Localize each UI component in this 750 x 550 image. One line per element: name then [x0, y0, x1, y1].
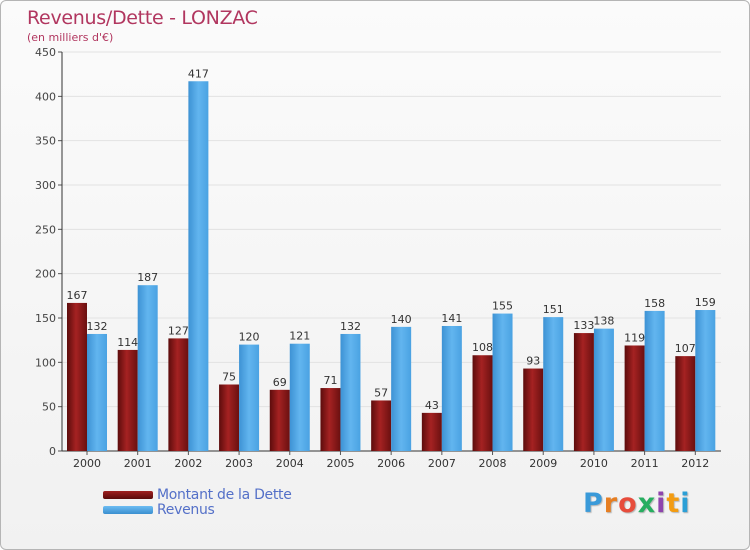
data-label-revenue: 141: [441, 312, 462, 325]
y-tick-label: 400: [35, 90, 56, 103]
bar-debt: [67, 302, 87, 451]
bar-debt: [371, 400, 392, 451]
y-tick-label: 100: [35, 356, 56, 369]
y-tick-label: 50: [42, 401, 56, 414]
data-label-debt: 71: [323, 374, 337, 387]
legend-label-debt: Montant de la Dette: [157, 487, 292, 503]
chart-subtitle: (en milliers d'€): [27, 31, 114, 44]
y-tick-label: 150: [35, 312, 56, 325]
data-label-revenue: 138: [593, 315, 614, 328]
logo-letter: i: [656, 488, 667, 519]
data-label-revenue: 187: [137, 271, 158, 284]
bar-debt: [573, 333, 594, 451]
x-tick-label: 2008: [479, 457, 507, 470]
proxiti-logo: Proxiti: [583, 488, 691, 519]
legend-swatch-revenue: [103, 506, 153, 514]
bar-revenue: [239, 344, 260, 451]
data-label-debt: 69: [273, 376, 287, 389]
data-label-debt: 108: [472, 341, 493, 354]
x-tick-label: 2001: [124, 457, 152, 470]
bar-debt: [421, 412, 442, 451]
x-tick-label: 2005: [326, 457, 354, 470]
legend-swatch-debt: [103, 491, 153, 499]
data-label-revenue: 417: [188, 67, 209, 80]
data-label-debt: 119: [624, 331, 645, 344]
bar-revenue: [695, 310, 716, 451]
bar-revenue: [87, 333, 107, 451]
data-label-revenue: 155: [492, 300, 513, 313]
logo-letter: t: [666, 488, 681, 519]
data-label-revenue: 151: [543, 303, 564, 316]
data-label-debt: 114: [117, 336, 138, 349]
data-label-debt: 93: [526, 355, 540, 368]
x-tick-label: 2009: [529, 457, 557, 470]
y-tick-label: 200: [35, 268, 56, 281]
logo-letter: i: [680, 488, 691, 519]
data-label-debt: 107: [675, 342, 696, 355]
bar-revenue: [289, 343, 310, 451]
bar-debt: [675, 356, 696, 451]
x-tick-label: 2010: [580, 457, 608, 470]
x-tick-label: 2002: [174, 457, 202, 470]
data-label-debt: 57: [374, 386, 388, 399]
y-tick-label: 350: [35, 135, 56, 148]
bar-revenue: [188, 81, 209, 451]
data-label-revenue: 140: [391, 313, 412, 326]
data-label-debt: 127: [168, 324, 189, 337]
data-label-revenue: 132: [340, 320, 361, 333]
data-label-revenue: 121: [289, 330, 310, 343]
bar-debt: [472, 355, 493, 451]
legend-label-revenue: Revenus: [157, 502, 215, 518]
bar-debt: [219, 384, 240, 451]
bar-revenue: [391, 326, 412, 451]
bar-debt: [320, 388, 341, 451]
bar-revenue: [543, 317, 564, 451]
x-tick-label: 2006: [377, 457, 405, 470]
y-tick-label: 0: [49, 445, 56, 458]
data-label-revenue: 120: [239, 331, 260, 344]
bar-debt: [168, 338, 189, 451]
y-tick-label: 250: [35, 223, 56, 236]
bar-revenue: [644, 310, 665, 451]
bar-revenue: [492, 313, 513, 451]
bar-debt: [117, 349, 138, 451]
bar-revenue: [137, 285, 158, 451]
logo-letter: r: [603, 488, 619, 519]
data-label-debt: 133: [573, 319, 594, 332]
y-tick-label: 300: [35, 179, 56, 192]
data-label-debt: 167: [67, 289, 88, 302]
data-label-revenue: 132: [87, 320, 108, 333]
logo-letter: P: [583, 488, 604, 519]
chart-title: Revenus/Dette - LONZAC: [27, 7, 258, 29]
x-tick-label: 2012: [681, 457, 709, 470]
x-tick-label: 2003: [225, 457, 253, 470]
bar-debt: [624, 345, 645, 451]
data-label-debt: 43: [425, 399, 439, 412]
bar-revenue: [593, 328, 614, 451]
x-tick-label: 2004: [276, 457, 304, 470]
bar-debt: [269, 389, 290, 451]
bar-revenue: [340, 333, 361, 451]
y-tick-label: 450: [35, 46, 56, 59]
x-tick-label: 2000: [73, 457, 101, 470]
x-tick-label: 2007: [428, 457, 456, 470]
bar-debt: [523, 368, 544, 451]
logo-letter: x: [637, 488, 657, 519]
bar-revenue: [441, 325, 462, 451]
data-label-debt: 75: [222, 371, 236, 384]
data-label-revenue: 158: [644, 297, 665, 310]
data-label-revenue: 159: [695, 296, 716, 309]
logo-letter: o: [618, 488, 638, 519]
x-tick-label: 2011: [631, 457, 659, 470]
